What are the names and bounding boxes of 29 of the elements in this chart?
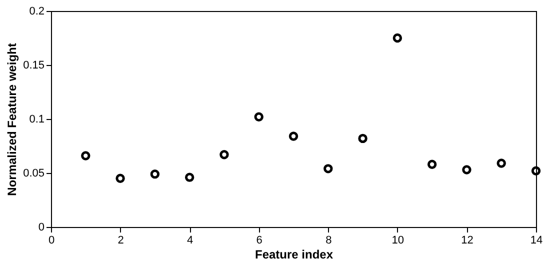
point bbox=[392, 33, 402, 43]
x-tick-label: 4 bbox=[187, 234, 194, 246]
y-tick-label: 0.15 bbox=[23, 60, 44, 72]
y-tick-label: 0.05 bbox=[23, 168, 44, 180]
y-axis-title: Normalized Feature weight bbox=[5, 43, 20, 196]
x-tick-label: 8 bbox=[326, 234, 332, 246]
point bbox=[150, 169, 160, 179]
x-tick-label: 10 bbox=[392, 234, 404, 246]
point bbox=[81, 151, 90, 160]
point bbox=[358, 134, 368, 144]
x-tick-label: 6 bbox=[256, 234, 262, 246]
point bbox=[324, 164, 333, 174]
point bbox=[496, 158, 506, 168]
y-tick-label: 0.1 bbox=[29, 114, 44, 126]
x-tick-label: 14 bbox=[530, 234, 543, 246]
point bbox=[220, 150, 229, 160]
point bbox=[427, 160, 437, 169]
point bbox=[531, 166, 541, 176]
x-axis-title: Feature index bbox=[254, 248, 334, 262]
point bbox=[462, 165, 472, 174]
x-tick-label: 0 bbox=[48, 234, 55, 246]
point bbox=[254, 112, 264, 122]
point bbox=[184, 172, 194, 182]
x-tick-label: 2 bbox=[118, 234, 124, 246]
point bbox=[288, 132, 298, 141]
point bbox=[116, 174, 125, 183]
x-tick-label: 12 bbox=[461, 234, 474, 246]
y-tick-label: 0 bbox=[38, 222, 44, 234]
y-tick-label: 0.2 bbox=[29, 6, 44, 18]
